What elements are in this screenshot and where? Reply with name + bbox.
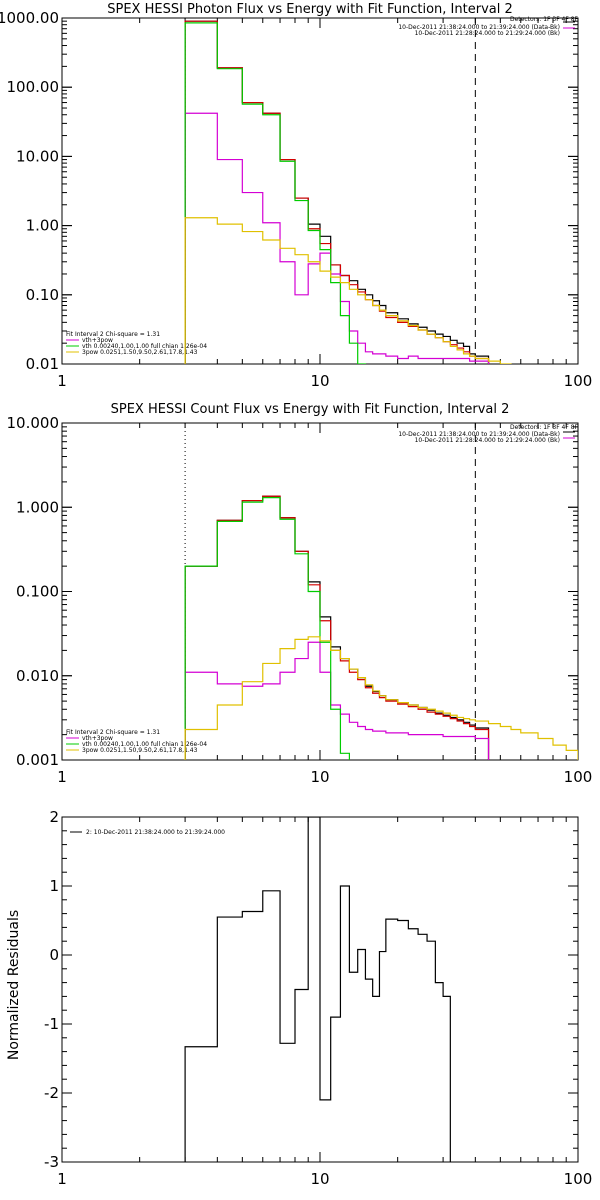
count-legend-bk: 10-Dec-2011 21:28:24.000 to 21:29:24.000… bbox=[415, 437, 560, 444]
x-tick-label: 1 bbox=[57, 372, 67, 390]
photon-legend-vth: vth 0.00240,1.00,1.00 full chian 1.26e-0… bbox=[82, 343, 207, 350]
residuals-legend: 2: 10-Dec-2011 21:38:24.000 to 21:39:24.… bbox=[86, 829, 225, 836]
y-tick-label: 0 bbox=[49, 946, 59, 964]
axes-frame-0 bbox=[61, 17, 579, 365]
y-tick-label: 2 bbox=[49, 808, 59, 826]
x-tick-label: 1 bbox=[57, 1170, 67, 1188]
series-vth-step bbox=[184, 497, 350, 760]
count-panel-title: SPEX HESSI Count Flux vs Energy with Fit… bbox=[111, 402, 510, 417]
y-tick-label: -3 bbox=[44, 1153, 59, 1171]
photon-fit-header: Fit Interval 2 Chi-square = 1.31 bbox=[66, 331, 160, 338]
series-bk-step bbox=[184, 20, 490, 364]
photon-flux-panel: SPEX HESSI Photon Flux vs Energy with Fi… bbox=[0, 2, 592, 390]
series-2-10-dec-2011-21-38-24-000-to-21-39-24-000-step bbox=[184, 817, 451, 1162]
series-vth-3pow-step bbox=[184, 641, 490, 760]
x-tick-label: 1 bbox=[57, 768, 67, 786]
y-tick-label: 0.01 bbox=[26, 355, 59, 373]
photon-legend-bk: 10-Dec-2011 21:28:24.000 to 21:29:24.000… bbox=[415, 30, 560, 37]
x-tick-label: 100 bbox=[564, 372, 593, 390]
y-tick-label: -1 bbox=[44, 1015, 59, 1033]
x-tick-label: 10 bbox=[310, 768, 329, 786]
count-legend-3pow: 3pow 0.0251,1.50,9.50,2.61,17.8,1.43 bbox=[82, 747, 198, 754]
photon-legend-3pow: 3pow 0.0251,1.50,9.50,2.61,17.8,1.43 bbox=[82, 349, 198, 356]
series-3pow-step bbox=[184, 217, 512, 364]
count-detectors-label: Detectors: 1F 3F 4F 8F bbox=[510, 424, 579, 431]
photon-panel-title: SPEX HESSI Photon Flux vs Energy with Fi… bbox=[107, 2, 513, 17]
residuals-ylabel: Normalized Residuals bbox=[6, 910, 22, 1060]
count-flux-panel: SPEX HESSI Count Flux vs Energy with Fit… bbox=[7, 402, 593, 786]
y-tick-label: 10.000 bbox=[7, 414, 60, 432]
photon-legend-total: vth+3pow bbox=[82, 337, 113, 344]
series-vth-step bbox=[184, 22, 367, 364]
y-tick-label: 10.00 bbox=[16, 147, 59, 165]
series-vth-3pow-step bbox=[184, 112, 490, 364]
y-tick-label: 0.100 bbox=[16, 583, 59, 601]
y-tick-label: 0.10 bbox=[26, 286, 59, 304]
series-data-bk-step bbox=[184, 495, 490, 760]
y-tick-label: -2 bbox=[44, 1084, 59, 1102]
photon-detectors-label: Detectors: 1F 3F 4F 8F bbox=[510, 16, 579, 23]
count-legend-total: vth+3pow bbox=[82, 735, 113, 742]
x-tick-label: 100 bbox=[564, 1170, 593, 1188]
y-tick-label: 1.00 bbox=[26, 217, 59, 235]
x-tick-label: 100 bbox=[564, 768, 593, 786]
y-tick-label: 1 bbox=[49, 877, 59, 895]
residuals-panel: Normalized Residuals 2: 10-Dec-2011 21:3… bbox=[6, 808, 593, 1188]
count-legend-vth: vth 0.00240,1.00,1.00 full chian 1.26e-0… bbox=[82, 741, 207, 748]
x-tick-label: 10 bbox=[310, 372, 329, 390]
x-tick-label: 10 bbox=[310, 1170, 329, 1188]
series-3pow-step bbox=[184, 636, 578, 760]
y-tick-label: 100.00 bbox=[7, 78, 60, 96]
y-tick-label: 0.001 bbox=[16, 751, 59, 769]
y-tick-label: 0.010 bbox=[16, 667, 59, 685]
count-fit-header: Fit Interval 2 Chi-square = 1.31 bbox=[66, 729, 160, 736]
count-legend-data: 10-Dec-2011 21:38:24.000 to 21:39:24.000… bbox=[398, 431, 560, 438]
y-tick-label: 1000.00 bbox=[0, 9, 59, 27]
series-data-bk-step bbox=[184, 20, 490, 364]
series-bk-step bbox=[184, 495, 490, 760]
y-tick-label: 1.000 bbox=[16, 498, 59, 516]
photon-legend-data: 10-Dec-2011 21:38:24.000 to 21:39:24.000… bbox=[398, 24, 560, 31]
